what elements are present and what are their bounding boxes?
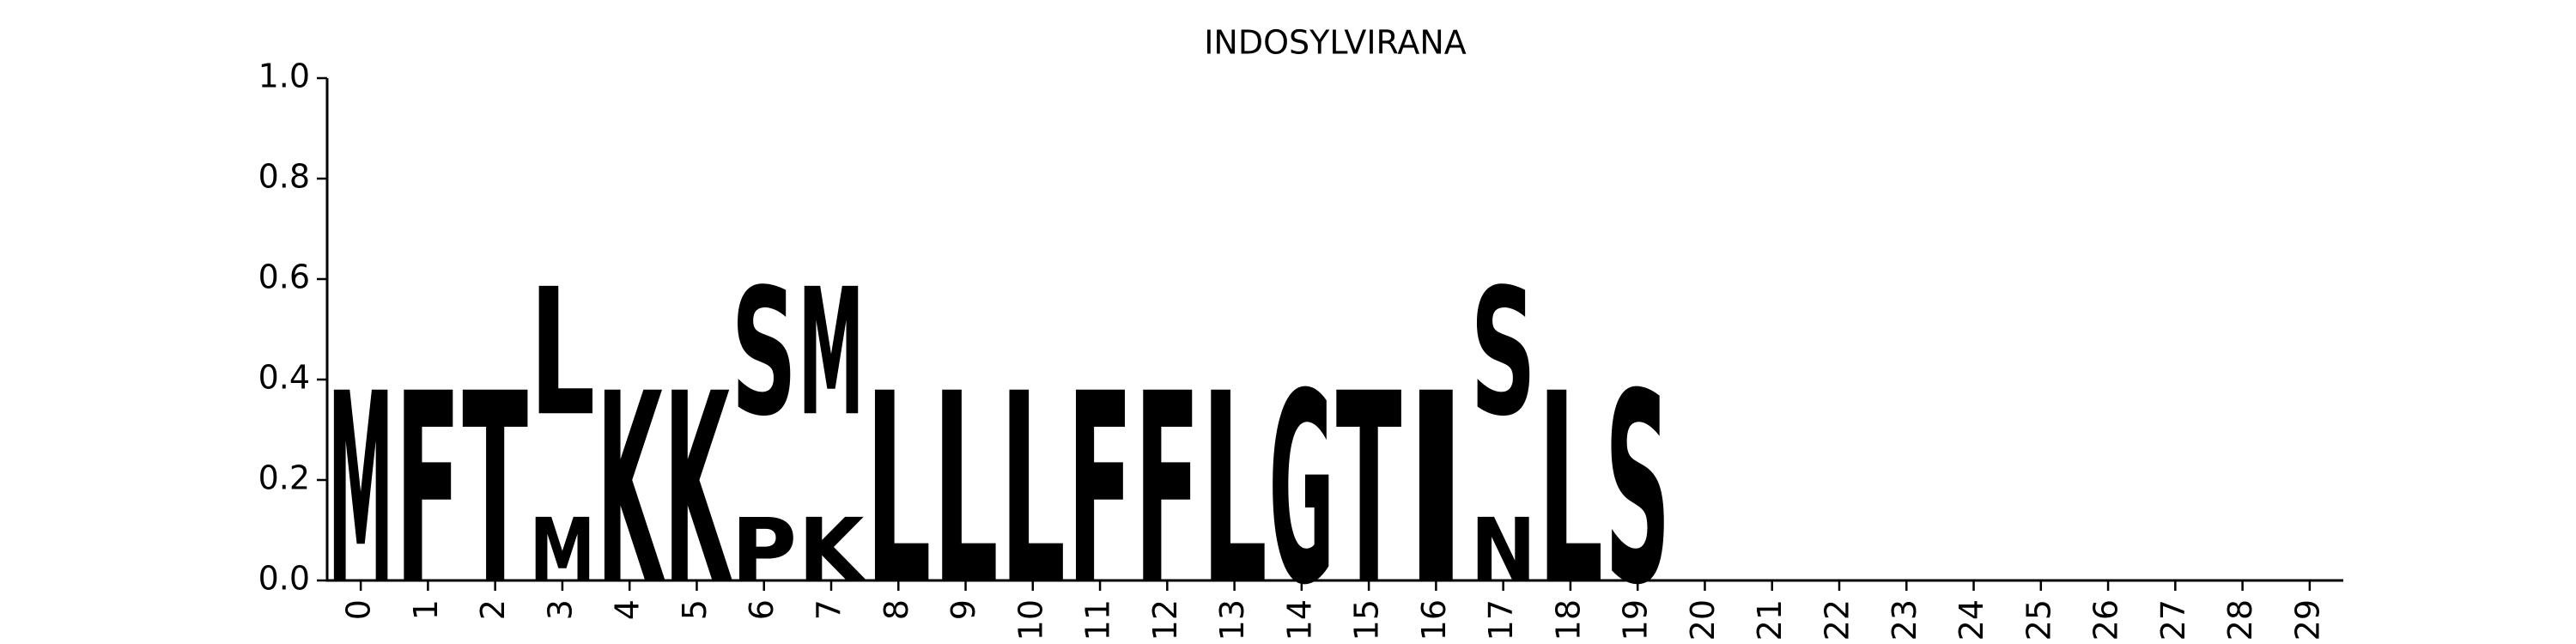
x-tick-label: 25: [2020, 599, 2057, 641]
x-tick-label: 3: [541, 599, 579, 620]
x-tick-label: 19: [1617, 599, 1655, 641]
x-tick-label: 17: [1482, 599, 1520, 641]
x-tick-label: 22: [1819, 599, 1856, 641]
logo-letter: K: [664, 338, 732, 643]
x-tick-label: 8: [878, 599, 915, 620]
x-tick-label: 21: [1751, 599, 1789, 641]
logo-letter: T: [462, 338, 528, 643]
x-tick-label: 29: [2288, 599, 2326, 641]
x-tick-label: 16: [1415, 599, 1453, 641]
x-tick-label: 27: [2154, 599, 2192, 641]
logo-letter: F: [1134, 338, 1200, 643]
logo-letter: L: [999, 338, 1066, 643]
x-tick-label: 6: [743, 599, 781, 620]
x-tick-label: 5: [676, 599, 714, 620]
x-tick-label: 1: [407, 599, 445, 620]
x-tick-label: 24: [1953, 599, 1990, 641]
logo-letter: N: [1470, 501, 1536, 602]
logo-letter: L: [530, 251, 596, 455]
logo-letter: M: [530, 501, 596, 602]
x-tick-label: 12: [1146, 599, 1184, 641]
logo-letter: K: [799, 501, 867, 602]
y-tick-label: 1.0: [258, 58, 310, 95]
logo-letter: F: [395, 338, 461, 643]
x-tick-label: 15: [1348, 599, 1386, 641]
x-tick-label: 9: [945, 599, 982, 620]
logo-letter: M: [799, 251, 865, 455]
logo-letter: S: [1470, 251, 1536, 455]
logo-letter: L: [1201, 338, 1267, 643]
y-tick-label: 0.8: [258, 158, 310, 196]
x-tick-label: 11: [1079, 599, 1117, 641]
x-tick-label: 7: [811, 599, 848, 620]
x-tick-label: 13: [1213, 599, 1251, 641]
x-tick-label: 28: [2221, 599, 2259, 641]
x-tick-label: 20: [1684, 599, 1722, 641]
x-tick-label: 18: [1549, 599, 1587, 641]
x-tick-label: 0: [340, 599, 378, 620]
y-tick-label: 0.6: [258, 258, 310, 296]
logo-letter: I: [1403, 338, 1469, 643]
x-tick-label: 14: [1280, 599, 1318, 641]
x-tick-label: 10: [1012, 599, 1049, 641]
y-tick-label: 0.0: [258, 560, 310, 598]
logo-letter: L: [1538, 338, 1604, 643]
logo-letter: L: [933, 338, 999, 643]
logo-letter: S: [731, 251, 797, 455]
logo-letter: K: [597, 338, 665, 643]
chart-title: INDOSYLVIRANA: [1204, 24, 1467, 62]
y-tick-label: 0.4: [258, 359, 310, 397]
y-tick-label: 0.2: [258, 459, 310, 497]
logo-letter: S: [1605, 338, 1671, 643]
x-tick-label: 26: [2087, 599, 2125, 641]
x-tick-label: 4: [609, 599, 647, 620]
x-tick-label: 2: [474, 599, 512, 620]
x-tick-label: 23: [1886, 599, 1923, 641]
logo-letter: P: [731, 501, 797, 602]
logo-letter: G: [1269, 338, 1335, 643]
logo-letter: L: [866, 338, 932, 643]
logo-letter: T: [1336, 338, 1402, 643]
logo-letter: F: [1067, 338, 1133, 643]
logo-letter: M: [328, 338, 394, 643]
